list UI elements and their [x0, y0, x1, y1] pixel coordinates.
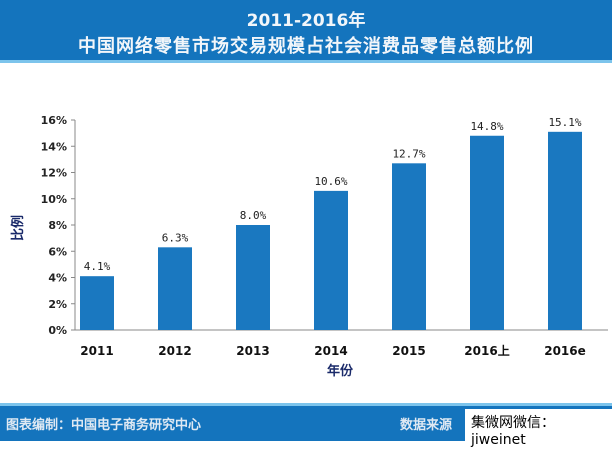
watermark: 集微网微信：jiweinet [465, 409, 612, 451]
x-tick-label: 2016e [544, 344, 586, 358]
y-tick-label: 2% [48, 298, 67, 311]
x-tick-label: 2014 [314, 344, 347, 358]
y-axis-title: 比例 [10, 215, 26, 241]
y-tick-label: 12% [41, 167, 67, 180]
x-tick-label: 2016上 [464, 343, 509, 358]
bar [80, 276, 114, 330]
x-axis-title: 年份 [327, 363, 354, 379]
data-label: 6.3% [162, 231, 189, 244]
data-label: 14.8% [470, 120, 503, 133]
bar [470, 135, 504, 330]
bar [236, 225, 270, 330]
data-label: 4.1% [84, 260, 111, 273]
bar [548, 131, 582, 330]
x-tick-label: 2013 [236, 344, 269, 358]
data-label: 10.6% [314, 175, 347, 188]
bar [314, 190, 348, 330]
y-tick-label: 6% [48, 245, 67, 258]
bar-chart: 0% 2% 4% 6% 8% 10% 12% 14% 16% 4.1% 2011 6.3% 2012 8.… [10, 114, 608, 379]
data-label: 8.0% [240, 209, 267, 222]
title-line2: 中国网络零售市场交易规模占社会消费品零售总额比例 [78, 36, 534, 57]
bar [392, 163, 426, 330]
bar [158, 247, 192, 330]
source-label: 数据来源 [400, 418, 453, 433]
compiled-by: 图表编制：中国电子商务研究中心 [6, 418, 202, 433]
x-tick-label: 2012 [158, 344, 191, 358]
y-tick-label: 16% [41, 114, 67, 127]
data-label: 12.7% [392, 147, 425, 160]
y-tick-label: 0% [48, 324, 67, 337]
y-tick-label: 4% [48, 272, 67, 285]
header-banner: 2011-2016年 中国网络零售市场交易规模占社会消费品零售总额比例 [0, 0, 612, 63]
x-tick-label: 2011 [80, 344, 113, 358]
title-line1: 2011-2016年 [246, 11, 366, 31]
x-tick-label: 2015 [392, 344, 425, 358]
footer-banner: 图表编制：中国电子商务研究中心 数据来源 集微网微信：jiweinet [0, 403, 612, 451]
y-tick-label: 10% [41, 193, 67, 206]
data-label: 15.1% [548, 116, 581, 129]
y-tick-label: 8% [48, 219, 67, 232]
y-tick-label: 14% [41, 140, 67, 153]
